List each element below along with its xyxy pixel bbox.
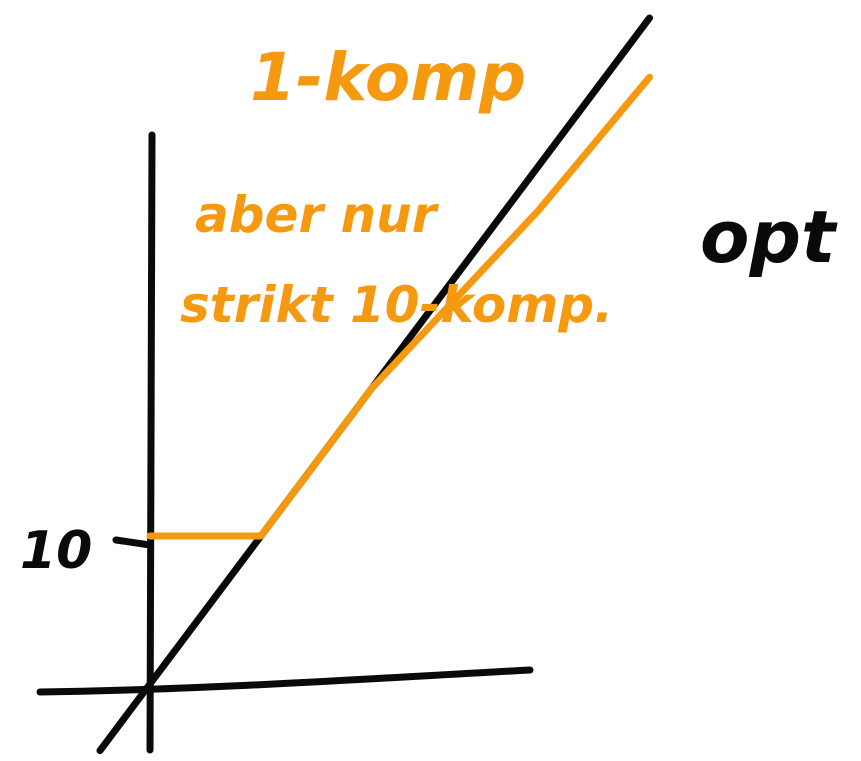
algorithm-line [146, 73, 653, 540]
annotation-line-2: strikt 10-komp. [180, 276, 613, 334]
y-tick-label-10: 10 [20, 521, 92, 581]
y-axis [146, 131, 156, 754]
annotation-line-1: aber nur [195, 186, 440, 244]
x-axis [36, 666, 534, 696]
y-tick-10 [112, 536, 154, 549]
chart-title: 1-komp [250, 39, 526, 116]
series-label-opt: opt [700, 195, 838, 279]
